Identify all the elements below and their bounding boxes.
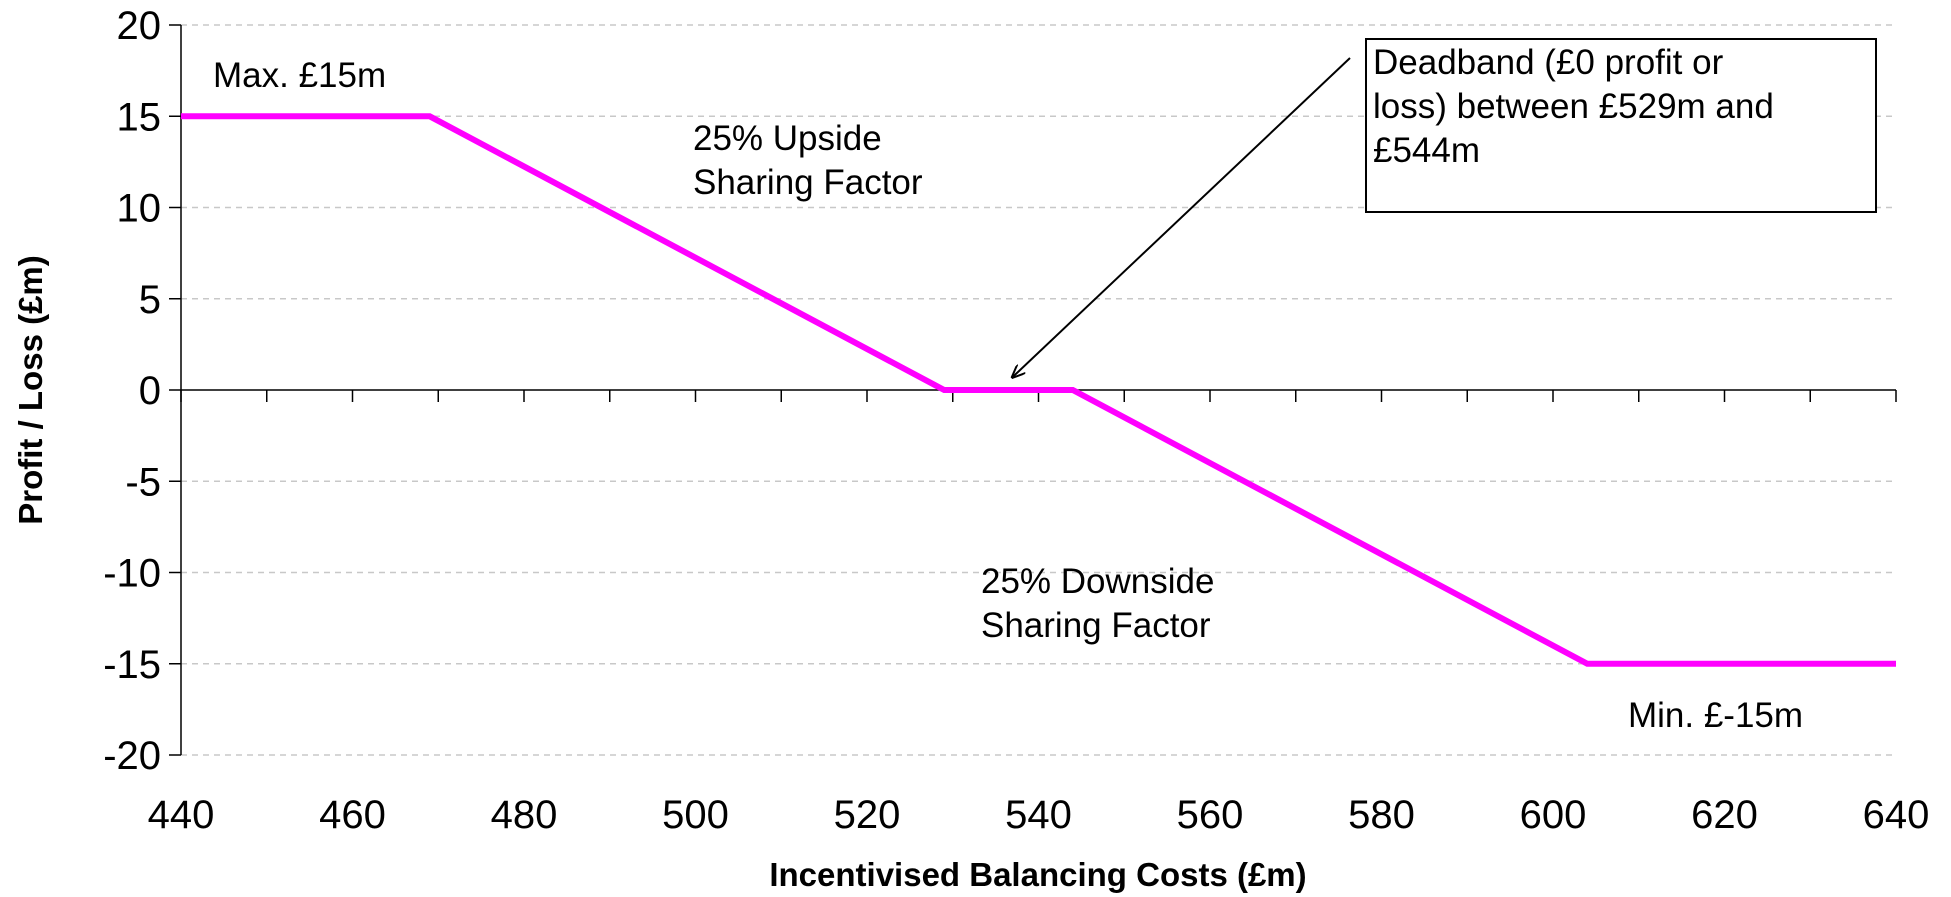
y-tick-label: 0 <box>139 369 161 413</box>
annotation-upside: 25% Upside Sharing Factor <box>693 119 923 202</box>
annotation-text: loss) between £529m and <box>1373 87 1774 126</box>
x-tick-label: 540 <box>1005 793 1072 837</box>
y-tick-label: -15 <box>103 643 161 687</box>
annotation-max: Max. £15m <box>213 56 386 95</box>
x-tick-label: 640 <box>1863 793 1930 837</box>
y-tick-label: 15 <box>117 95 162 139</box>
x-axis-title: Incentivised Balancing Costs (£m) <box>769 856 1306 893</box>
series-lines <box>180 113 1897 667</box>
annotation-text: Sharing Factor <box>693 163 923 202</box>
x-tick-label: 440 <box>148 793 215 837</box>
x-tick-label: 620 <box>1691 793 1758 837</box>
x-tick-label: 580 <box>1348 793 1415 837</box>
x-tick-label: 500 <box>662 793 729 837</box>
annotation-text: 25% Downside <box>981 562 1214 601</box>
x-tick-label: 460 <box>319 793 386 837</box>
annotation-text: Max. £15m <box>213 56 386 95</box>
x-tick-label: 560 <box>1177 793 1244 837</box>
annotation-arrow <box>1013 57 1351 377</box>
y-tick-label: 10 <box>117 187 162 231</box>
annotation-text: Min. £-15m <box>1628 696 1803 735</box>
x-tick-label: 480 <box>491 793 558 837</box>
x-tick-label: 600 <box>1520 793 1587 837</box>
tick-labels: 20 15 10 5 0 -5 -10 -15 -20 440 460 480 500 520 540 560… <box>103 4 1929 837</box>
annotation-text: Sharing Factor <box>981 606 1211 645</box>
x-tick-label: 520 <box>834 793 901 837</box>
annotation-min: Min. £-15m <box>1628 696 1803 735</box>
annotation-text: Deadband (£0 profit or <box>1373 43 1724 82</box>
annotation-downside: 25% Downside Sharing Factor <box>981 562 1214 645</box>
y-tick-label: -20 <box>103 734 161 778</box>
annotation-text: £544m <box>1373 131 1480 170</box>
annotation-box <box>1365 38 1877 213</box>
annotation-deadband: Deadband (£0 profit or loss) between £529… <box>1013 38 1877 377</box>
y-tick-label: 20 <box>117 4 162 48</box>
series-line <box>181 113 1896 667</box>
y-tick-label: -5 <box>125 460 161 504</box>
y-tick-label: 5 <box>139 278 161 322</box>
annotation-text: 25% Upside <box>693 119 882 158</box>
y-axis-title: Profit / Loss (£m) <box>12 255 49 525</box>
y-tick-label: -10 <box>103 552 161 596</box>
